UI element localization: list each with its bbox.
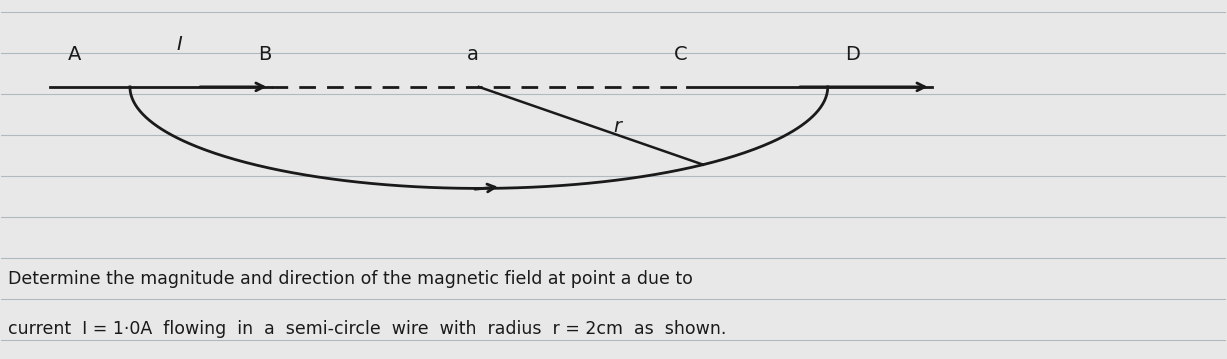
Text: I: I: [175, 34, 182, 53]
Text: B: B: [258, 45, 271, 64]
Text: Determine the magnitude and direction of the magnetic field at point a due to: Determine the magnitude and direction of…: [7, 270, 692, 288]
Text: current  I = 1·0A  flowing  in  a  semi-circle  wire  with  radius  r = 2cm  as : current I = 1·0A flowing in a semi-circl…: [7, 320, 726, 338]
Text: D: D: [844, 45, 860, 64]
Text: a: a: [466, 45, 479, 64]
Text: r: r: [612, 117, 621, 136]
Text: A: A: [69, 45, 81, 64]
Text: C: C: [674, 45, 687, 64]
